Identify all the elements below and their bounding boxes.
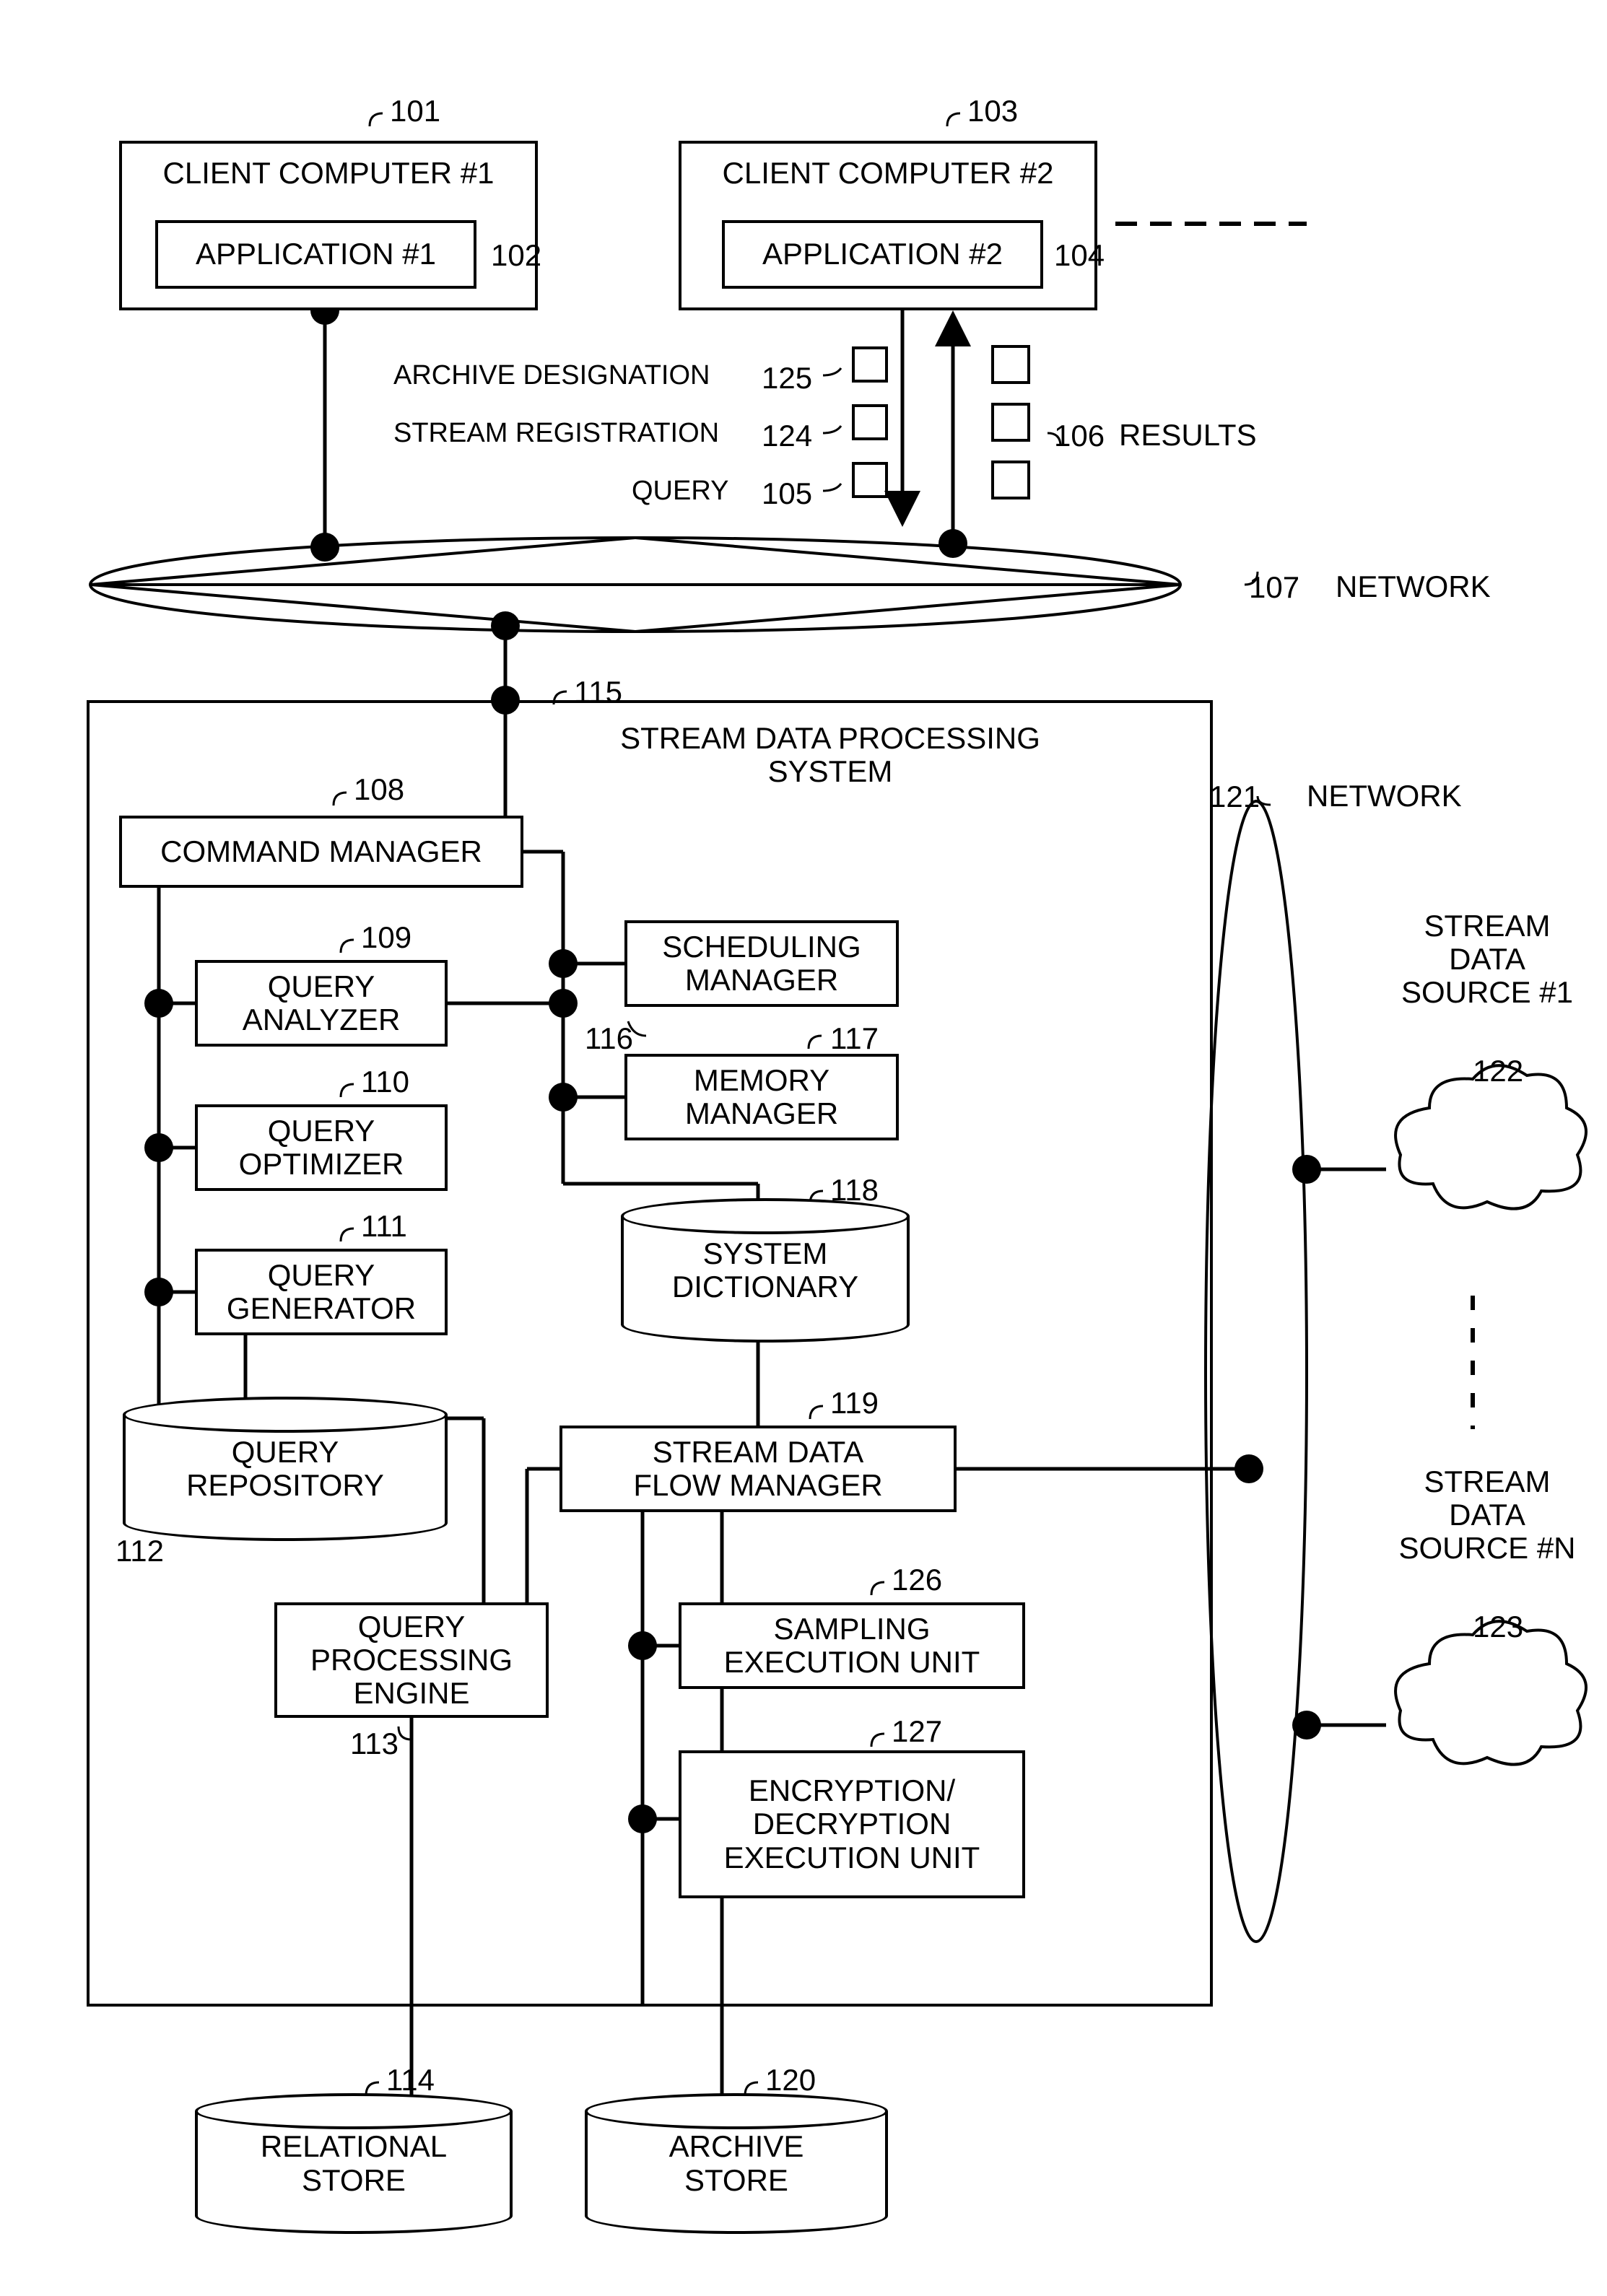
archive-designation-icon [852,346,888,383]
application-1: APPLICATION #1 [155,220,476,289]
label-107: 107 [1249,570,1299,605]
label-120: 120 [765,2063,816,2098]
sampling-execution-unit: SAMPLINGEXECUTION UNIT [679,1602,1025,1689]
label-121: 121 [1209,780,1260,814]
stream-data-source-1-label: STREAMDATASOURCE #1 [1386,909,1588,1010]
query-processing-engine: QUERYPROCESSINGENGINE [274,1602,549,1718]
network-2-label: NETWORK [1307,780,1462,813]
label-112: 112 [116,1534,164,1568]
label-117: 117 [830,1021,879,1056]
label-102: 102 [491,238,541,273]
system-dictionary: SYSTEMDICTIONARY [621,1198,910,1343]
label-104: 104 [1054,238,1105,273]
stream-data-flow-manager: STREAM DATAFLOW MANAGER [559,1426,957,1512]
query-analyzer: QUERYANALYZER [195,960,448,1047]
stream-registration-icon [852,404,888,440]
archive-designation-label: ARCHIVE DESIGNATION [393,361,710,391]
label-109: 109 [361,920,411,955]
sdps-title: STREAM DATA PROCESSINGSYSTEM [606,722,1054,788]
label-126: 126 [892,1563,942,1597]
command-manager: COMMAND MANAGER [119,816,523,888]
label-127: 127 [892,1714,942,1749]
label-119: 119 [830,1386,879,1420]
stream-registration-label: STREAM REGISTRATION [393,419,719,449]
label-106: 106 [1054,419,1105,453]
network-1-label: NETWORK [1336,570,1491,603]
relational-store: RELATIONALSTORE [195,2093,513,2234]
query-icon [852,462,888,498]
label-122: 122 [1473,1054,1523,1088]
label-111: 111 [361,1209,407,1244]
memory-manager: MEMORYMANAGER [624,1054,899,1140]
query-repository: QUERYREPOSITORY [123,1397,448,1541]
query-label: QUERY [632,476,728,507]
label-105: 105 [762,476,812,511]
label-108: 108 [354,772,404,807]
label-103: 103 [967,94,1018,128]
label-110: 110 [361,1065,409,1099]
stream-data-source-n-label: STREAMDATASOURCE #N [1386,1465,1588,1566]
label-115: 115 [574,675,622,710]
archive-store: ARCHIVESTORE [585,2093,888,2234]
encryption-decryption-execution-unit: ENCRYPTION/DECRYPTIONEXECUTION UNIT [679,1750,1025,1898]
label-123: 123 [1473,1610,1523,1644]
label-124: 124 [762,419,812,453]
stream-data-processing-system [87,700,1213,2007]
label-101: 101 [390,94,440,128]
label-113: 113 [350,1727,399,1761]
results-label: RESULTS [1119,419,1257,452]
diagram-canvas: CLIENT COMPUTER #1 APPLICATION #1 101 10… [29,29,1607,2267]
label-116: 116 [585,1021,633,1056]
query-generator: QUERYGENERATOR [195,1249,448,1335]
query-optimizer: QUERYOPTIMIZER [195,1104,448,1191]
label-125: 125 [762,361,812,396]
scheduling-manager: SCHEDULINGMANAGER [624,920,899,1007]
application-2: APPLICATION #2 [722,220,1043,289]
label-114: 114 [386,2063,435,2098]
